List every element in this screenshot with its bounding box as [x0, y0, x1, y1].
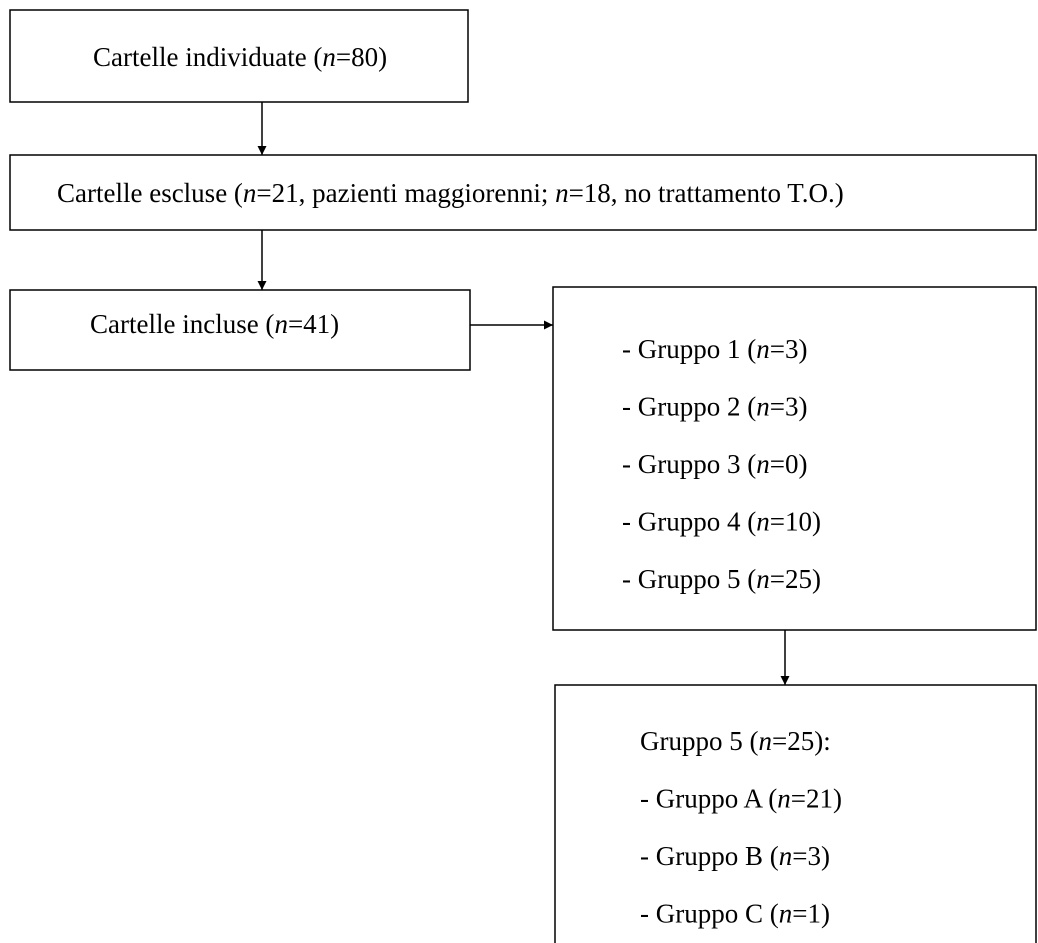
label-part: =25): [772, 726, 831, 756]
box [9, 154, 1037, 231]
label-part: - Gruppo 2 ( [622, 392, 756, 422]
italic-variable: n [756, 507, 770, 537]
node-label: - Gruppo B (n=3) [640, 841, 830, 871]
label-part: - Gruppo 5 ( [622, 564, 756, 594]
italic-variable: n [756, 392, 770, 422]
label-part: - Gruppo A ( [640, 784, 777, 814]
label-part: =10) [770, 507, 821, 537]
label-part: =0) [770, 449, 808, 479]
label-part: =41) [288, 309, 339, 339]
label-part: =1) [792, 899, 830, 929]
italic-variable: n [758, 726, 772, 756]
node-label: - Gruppo 4 (n=10) [622, 507, 821, 537]
label-part: =80) [336, 42, 387, 72]
node-label: - Gruppo 1 (n=3) [622, 334, 807, 364]
label-part: - Gruppo 3 ( [622, 449, 756, 479]
label-part: =18, no trattamento T.O.) [569, 178, 844, 208]
node-label: Cartelle escluse (n=21, pazienti maggior… [57, 178, 844, 208]
label-part: - Gruppo 4 ( [622, 507, 756, 537]
italic-variable: n [274, 309, 288, 339]
node-label: - Gruppo 2 (n=3) [622, 392, 807, 422]
italic-variable: n [756, 449, 770, 479]
node-label: Cartelle individuate (n=80) [93, 42, 387, 72]
node-label: - Gruppo 5 (n=25) [622, 564, 821, 594]
label-part: =3) [770, 334, 808, 364]
node-label: - Gruppo C (n=1) [640, 899, 830, 929]
box [554, 684, 1037, 943]
italic-variable: n [756, 564, 770, 594]
label-part: Cartelle individuate ( [93, 42, 322, 72]
label-part: Cartelle incluse ( [90, 309, 274, 339]
label-part: Gruppo 5 ( [640, 726, 758, 756]
italic-variable: n [779, 899, 793, 929]
box [552, 286, 1037, 631]
label-part: =3) [792, 841, 830, 871]
label-part: =21) [791, 784, 842, 814]
node-label: - Gruppo 3 (n=0) [622, 449, 807, 479]
italic-variable: n [756, 334, 770, 364]
label-part: - Gruppo C ( [640, 899, 779, 929]
label-part: =3) [770, 392, 808, 422]
label-part: =25) [770, 564, 821, 594]
italic-variable: n [779, 841, 793, 871]
label-part: - Gruppo B ( [640, 841, 779, 871]
label-part: =21, pazienti maggiorenni; [256, 178, 555, 208]
node-label: - Gruppo A (n=21) [640, 784, 842, 814]
node-label: Gruppo 5 (n=25): [640, 726, 831, 756]
node-label: Cartelle incluse (n=41) [90, 309, 339, 339]
italic-variable: n [555, 178, 569, 208]
italic-variable: n [322, 42, 336, 72]
label-part: - Gruppo 1 ( [622, 334, 756, 364]
box [9, 9, 469, 103]
italic-variable: n [777, 784, 791, 814]
label-part: Cartelle escluse ( [57, 178, 243, 208]
box [9, 289, 471, 371]
italic-variable: n [243, 178, 257, 208]
